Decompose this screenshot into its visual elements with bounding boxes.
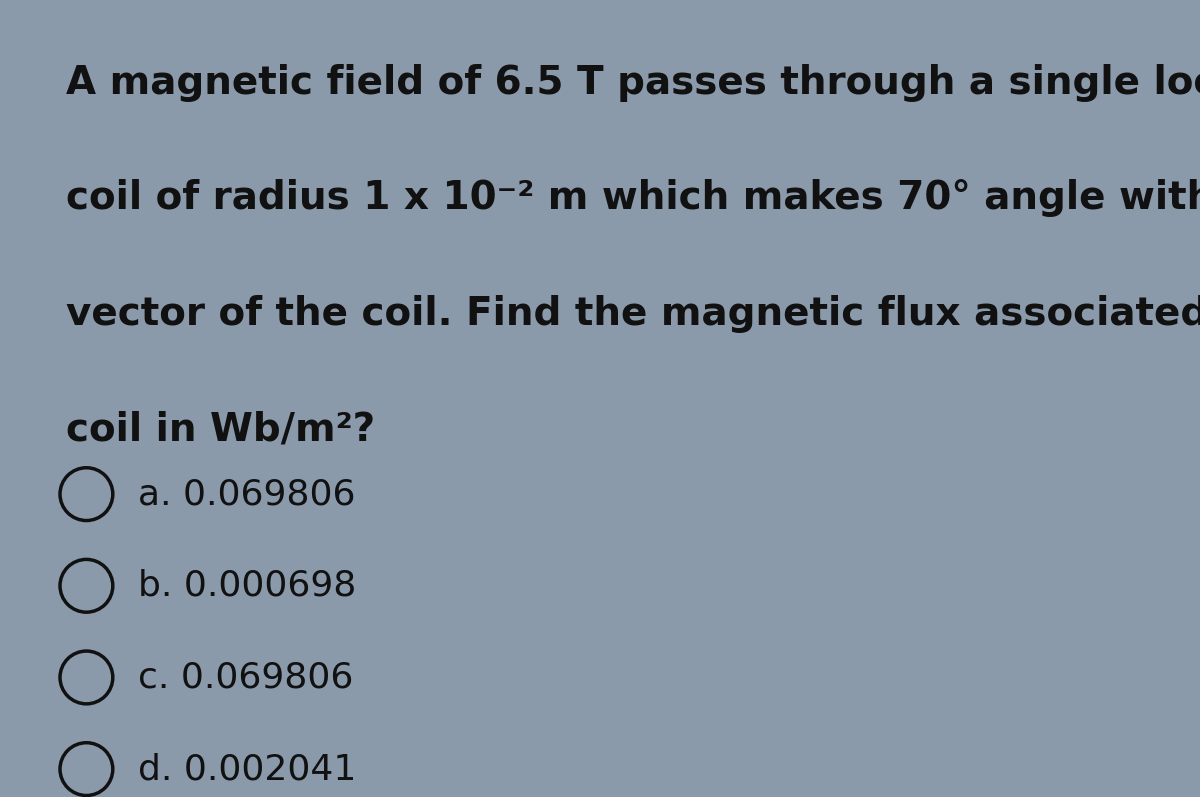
Text: a. 0.069806: a. 0.069806 xyxy=(138,477,355,511)
Text: A magnetic field of 6.5 T passes through a single loop circular: A magnetic field of 6.5 T passes through… xyxy=(66,64,1200,102)
Text: coil of radius 1 x 10⁻² m which makes 70° angle with the area: coil of radius 1 x 10⁻² m which makes 70… xyxy=(66,179,1200,218)
Text: d. 0.002041: d. 0.002041 xyxy=(138,752,356,786)
Text: c. 0.069806: c. 0.069806 xyxy=(138,661,353,694)
Text: coil in Wb/m²?: coil in Wb/m²? xyxy=(66,410,376,449)
Text: vector of the coil. Find the magnetic flux associated with the: vector of the coil. Find the magnetic fl… xyxy=(66,295,1200,333)
Text: b. 0.000698: b. 0.000698 xyxy=(138,569,356,603)
